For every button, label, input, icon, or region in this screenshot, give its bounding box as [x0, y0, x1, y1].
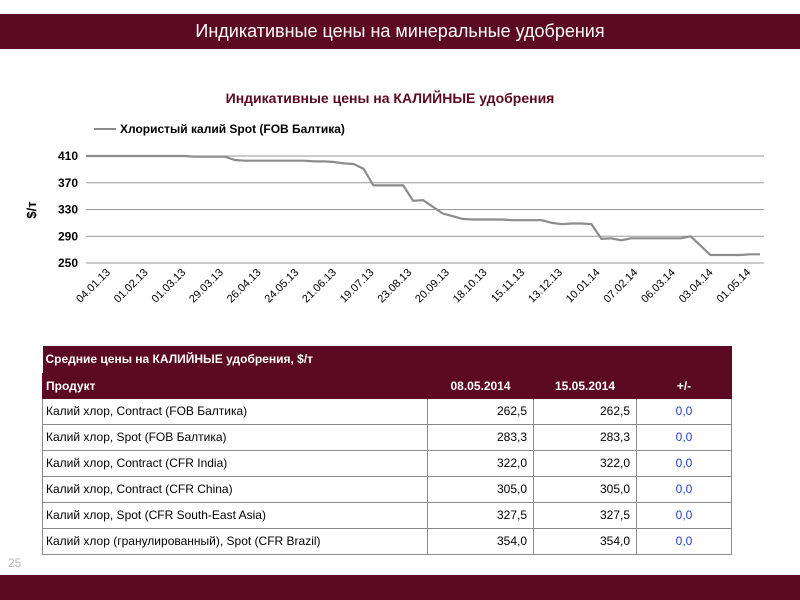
header-date-2: 15.05.2014 [533, 372, 637, 399]
product-cell: Калий хлор, Spot (CFR South-East Asia) [42, 501, 428, 529]
footer-bar [0, 575, 800, 600]
table-caption: Средние цены на КАЛИЙНЫЕ удобрения, $/т [42, 346, 732, 373]
x-tick-label: 29.03.13 [187, 267, 226, 306]
legend-line-swatch [94, 128, 116, 130]
change-cell: 0,0 [635, 423, 733, 451]
price-date1-cell: 262,5 [427, 397, 534, 425]
potash-price-table: Средние цены на КАЛИЙНЫЕ удобрения, $/т … [42, 346, 733, 555]
price-date2-cell: 305,0 [533, 475, 637, 503]
product-cell: Калий хлор, Contract (CFR China) [42, 475, 428, 503]
price-date2-cell: 354,0 [533, 527, 637, 555]
product-cell: Калий хлор, Contract (FOB Балтика) [42, 397, 428, 425]
price-date2-cell: 322,0 [533, 449, 637, 477]
table-row: Калий хлор, Spot (CFR South-East Asia) 3… [42, 501, 733, 529]
price-date2-cell: 327,5 [533, 501, 637, 529]
x-tick-label: 24.05.13 [263, 267, 302, 306]
header-change: +/- [635, 372, 733, 399]
price-date1-cell: 354,0 [427, 527, 534, 555]
y-tick-label: 250 [58, 256, 78, 270]
price-date2-cell: 262,5 [533, 397, 637, 425]
x-tick-label: 18.10.13 [451, 267, 490, 306]
y-tick-label: 290 [58, 229, 78, 243]
series-line [86, 154, 760, 257]
chart-legend: Хлористый калий Spot (FOB Балтика) [94, 122, 345, 136]
change-cell: 0,0 [635, 397, 733, 425]
change-cell: 0,0 [635, 527, 733, 555]
x-tick-label: 06.03.14 [639, 267, 678, 306]
x-tick-label: 13.12.13 [526, 267, 565, 306]
header-date-1: 08.05.2014 [427, 372, 534, 399]
table-caption-row: Средние цены на КАЛИЙНЫЕ удобрения, $/т [42, 346, 732, 373]
product-cell: Калий хлор, Contract (CFR India) [42, 449, 428, 477]
table-header-row: Продукт 08.05.2014 15.05.2014 +/- [42, 372, 733, 399]
price-date1-cell: 283,3 [427, 423, 534, 451]
x-tick-label: 26.04.13 [225, 267, 264, 306]
x-tick-label: 07.02.14 [602, 267, 641, 306]
chart-title: Индикативные цены на КАЛИЙНЫЕ удобрения [225, 90, 555, 106]
change-cell: 0,0 [635, 501, 733, 529]
slide-title-bar: Индикативные цены на минеральные удобрен… [0, 14, 800, 49]
change-cell: 0,0 [635, 449, 733, 477]
table-row: Калий хлор, Contract (CFR India) 322,0 3… [42, 449, 733, 477]
y-tick-label: 410 [58, 149, 78, 163]
header-product: Продукт [42, 372, 428, 399]
x-tick-label: 23.08.13 [376, 267, 415, 306]
table-row: Калий хлор, Contract (FOB Балтика) 262,5… [42, 397, 733, 425]
y-tick-label: 330 [58, 203, 78, 217]
price-date2-cell: 283,3 [533, 423, 637, 451]
table-row: Калий хлор, Contract (CFR China) 305,0 3… [42, 475, 733, 503]
change-cell: 0,0 [635, 475, 733, 503]
price-date1-cell: 327,5 [427, 501, 534, 529]
x-tick-label: 20.09.13 [413, 267, 452, 306]
legend-label: Хлористый калий Spot (FOB Балтика) [120, 122, 345, 136]
x-tick-label: 10.01.14 [564, 267, 603, 306]
y-axis-label: $/т [24, 201, 39, 218]
table-row: Калий хлор (гранулированный), Spot (CFR … [42, 527, 733, 555]
table-row: Калий хлор, Spot (FOB Балтика) 283,3 283… [42, 423, 733, 451]
slide-title: Индикативные цены на минеральные удобрен… [195, 21, 605, 41]
x-tick-label: 19.07.13 [338, 267, 377, 306]
x-tick-label: 03.04.14 [677, 267, 716, 306]
page-number: 25 [8, 556, 22, 570]
y-tick-label: 370 [58, 176, 78, 190]
price-line-chart: 250 290 330 370 410 $/т 04.01.1301.02.1301.03.… [24, 149, 764, 306]
x-tick-label: 21.06.13 [300, 267, 339, 306]
product-cell: Калий хлор (гранулированный), Spot (CFR … [42, 527, 428, 555]
price-date1-cell: 322,0 [427, 449, 534, 477]
x-tick-label: 01.03.13 [150, 267, 189, 306]
x-tick-label: 04.01.13 [74, 267, 113, 306]
x-tick-label: 15.11.13 [489, 267, 527, 305]
product-cell: Калий хлор, Spot (FOB Балтика) [42, 423, 428, 451]
x-tick-label: 01.02.13 [112, 267, 151, 306]
x-tick-label: 01.05.14 [715, 267, 754, 306]
price-date1-cell: 305,0 [427, 475, 534, 503]
